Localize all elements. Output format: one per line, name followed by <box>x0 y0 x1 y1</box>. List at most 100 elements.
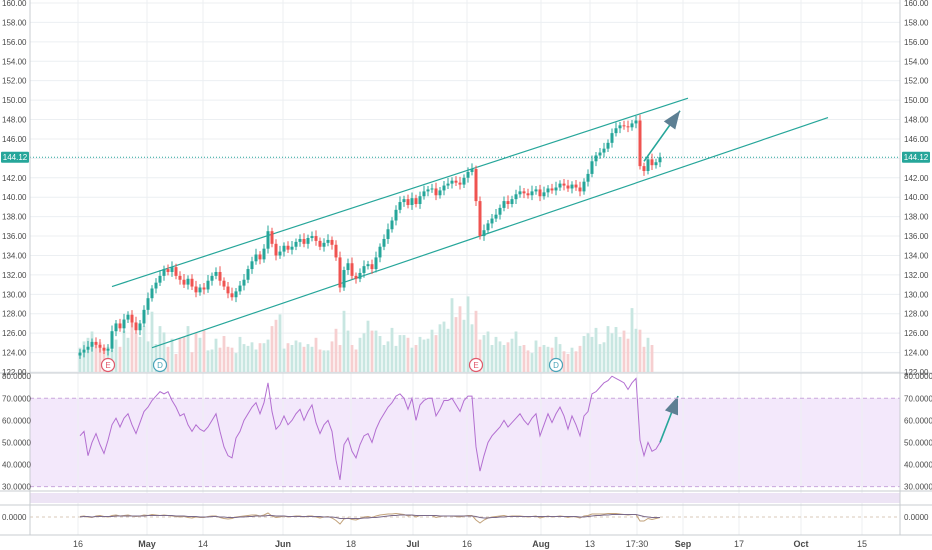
candle-body <box>242 279 246 286</box>
price-tick-right: 132.00 <box>904 271 929 280</box>
volume-bar <box>142 326 146 372</box>
candle-body <box>494 214 498 219</box>
volume-bar <box>446 328 450 372</box>
volume-bar <box>138 336 142 372</box>
candle-body <box>446 183 450 186</box>
channel-lower-line[interactable] <box>151 117 829 349</box>
candle-body <box>338 257 342 288</box>
candle-body <box>382 238 386 247</box>
volume-bar <box>354 349 358 372</box>
volume-bar <box>194 332 198 372</box>
time-tick-label: 14 <box>198 539 208 549</box>
candle-body <box>214 271 218 276</box>
candle-body <box>218 271 222 281</box>
candle-body <box>462 177 466 185</box>
volume-bar <box>450 298 454 372</box>
candle-body <box>206 280 210 290</box>
volume-bar <box>630 308 634 372</box>
candle-body <box>334 244 338 258</box>
volume-bar <box>90 331 94 372</box>
candle-body <box>422 191 426 197</box>
candle-body <box>186 278 190 285</box>
candle-body <box>546 188 550 193</box>
candle-body <box>202 287 206 290</box>
candle-body <box>130 314 134 323</box>
time-tick-label: Jul <box>406 539 419 549</box>
price-tick-left: 160.00 <box>2 0 27 8</box>
volume-bar <box>318 349 322 372</box>
candle-body <box>498 207 502 215</box>
price-tick-left: 124.00 <box>2 349 27 358</box>
volume-bar <box>626 338 630 372</box>
volume-bar <box>166 346 170 372</box>
rsi-tick-right: 60.0000 <box>904 416 932 425</box>
volume-bar <box>458 306 462 372</box>
price-tick-left: 142.00 <box>2 174 27 183</box>
volume-bar <box>482 335 486 372</box>
candle-body <box>230 293 234 298</box>
volume-bar <box>414 345 418 372</box>
candle-body <box>266 231 270 249</box>
volume-bar <box>342 310 346 372</box>
volume-bar <box>186 326 190 372</box>
rsi-tick-left: 50.0000 <box>2 438 31 447</box>
volume-bar <box>198 337 202 372</box>
price-tick-left: 140.00 <box>2 193 27 202</box>
earnings-marker-label: E <box>105 361 110 370</box>
volume-bar <box>418 336 422 372</box>
volume-bar <box>370 330 374 372</box>
volume-bar <box>486 331 490 372</box>
volume-bar <box>558 344 562 372</box>
volume-bar <box>646 337 650 372</box>
volume-bar <box>278 314 282 372</box>
volume-bar <box>426 338 430 372</box>
candle-body <box>370 264 374 270</box>
volume-bar <box>174 354 178 372</box>
candle-body <box>562 183 566 186</box>
candle-body <box>302 238 306 244</box>
volume-bar <box>202 330 206 372</box>
volume-bar <box>78 347 82 372</box>
candle-body <box>234 291 238 298</box>
volume-bar <box>410 347 414 372</box>
volume-bar <box>402 335 406 372</box>
candle-body <box>438 190 442 196</box>
volume-bar <box>230 347 234 372</box>
volume-bar <box>434 335 438 372</box>
price-tick-right: 130.00 <box>904 290 929 299</box>
price-tick-left: 122.00 <box>2 368 27 377</box>
volume-bar <box>578 345 582 372</box>
volume-bar <box>606 326 610 372</box>
price-tick-right: 128.00 <box>904 310 929 319</box>
candle-body <box>594 155 598 162</box>
volume-bar <box>86 337 90 372</box>
volume-bar <box>246 345 250 372</box>
candle-body <box>254 254 258 262</box>
candle-body <box>86 346 90 350</box>
time-tick-label: Aug <box>532 539 550 549</box>
price-tick-right: 154.00 <box>904 57 929 66</box>
trend-arrows[interactable] <box>643 110 681 443</box>
rsi-tick-left: 40.0000 <box>2 461 31 470</box>
volume-bar <box>466 296 470 372</box>
volume-bar <box>130 321 134 372</box>
volume-bar <box>430 329 434 372</box>
volume-bar <box>366 320 370 372</box>
volume-bar <box>210 349 214 372</box>
candle-body <box>350 263 354 276</box>
dividend-marker <box>548 357 564 373</box>
volume-bar <box>294 340 298 372</box>
volume-bar <box>298 342 302 372</box>
dividend-marker-label: D <box>553 361 559 370</box>
candle-body <box>654 162 658 166</box>
candle-body <box>510 199 514 205</box>
price-tick-right: 150.00 <box>904 96 929 105</box>
channel-upper-line[interactable] <box>111 97 689 288</box>
candle-body <box>270 231 274 244</box>
candle-body <box>542 192 546 197</box>
volume-bar <box>302 346 306 372</box>
candle-body <box>430 188 434 190</box>
